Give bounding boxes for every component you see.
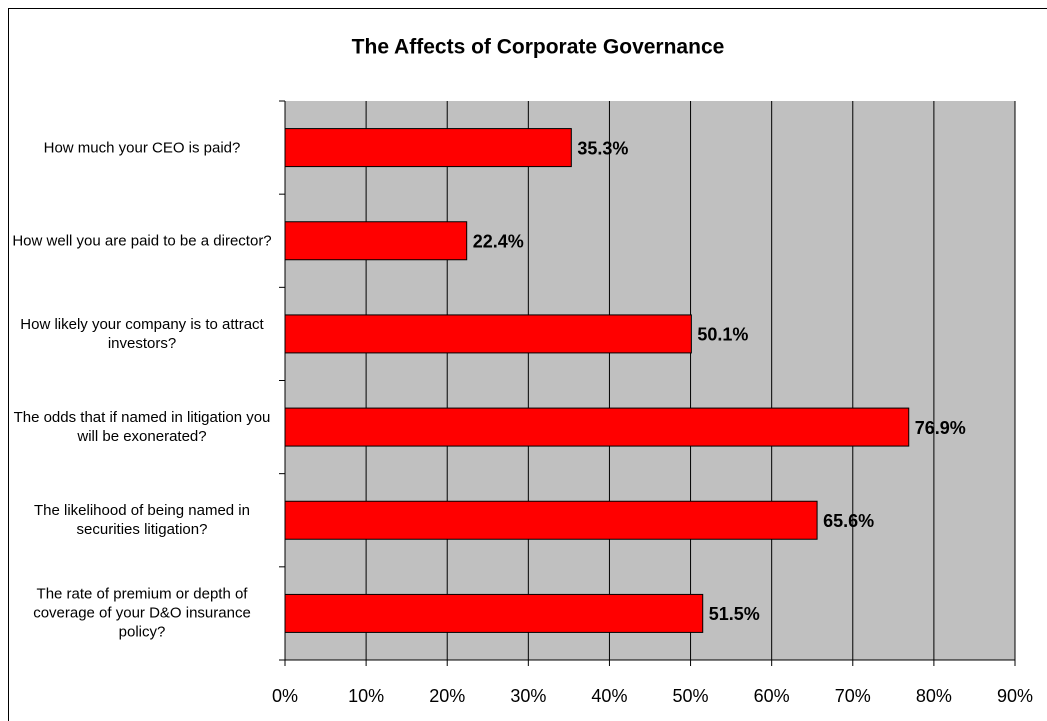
bar bbox=[284, 593, 704, 633]
x-tick-label: 10% bbox=[348, 686, 384, 706]
x-tick-label: 90% bbox=[997, 686, 1033, 706]
bar bbox=[284, 128, 572, 168]
chart-title: The Affects of Corporate Governance bbox=[352, 36, 725, 59]
value-label: 50.1% bbox=[697, 325, 748, 345]
plot-area bbox=[285, 101, 1015, 660]
y-tick-label: The odds that if named in litigation you… bbox=[13, 409, 271, 446]
bar bbox=[284, 407, 910, 447]
x-tick-label: 50% bbox=[673, 686, 709, 706]
y-tick-label: The likelihood of being named in securit… bbox=[34, 502, 250, 539]
x-tick-label: 30% bbox=[510, 686, 546, 706]
x-tick-label: 60% bbox=[754, 686, 790, 706]
value-label: 22.4% bbox=[473, 232, 524, 252]
bar bbox=[284, 500, 818, 540]
x-tick-label: 40% bbox=[591, 686, 627, 706]
x-tick-label: 20% bbox=[429, 686, 465, 706]
y-tick-label: How well you are paid to be a director? bbox=[12, 232, 272, 250]
bar bbox=[284, 314, 692, 354]
value-label: 65.6% bbox=[823, 511, 874, 531]
x-tick-label: 80% bbox=[916, 686, 952, 706]
y-tick-label: How much your CEO is paid? bbox=[43, 139, 241, 157]
y-tick-label: The rate of premium or depth of coverage… bbox=[33, 585, 251, 641]
y-tick-label: How likely your company is to attract in… bbox=[20, 315, 264, 352]
bar bbox=[284, 221, 468, 261]
value-label: 35.3% bbox=[577, 138, 628, 158]
x-tick-label: 70% bbox=[835, 686, 871, 706]
x-tick-label: 0% bbox=[272, 686, 298, 706]
value-label: 51.5% bbox=[709, 604, 760, 624]
value-label: 76.9% bbox=[915, 418, 966, 438]
